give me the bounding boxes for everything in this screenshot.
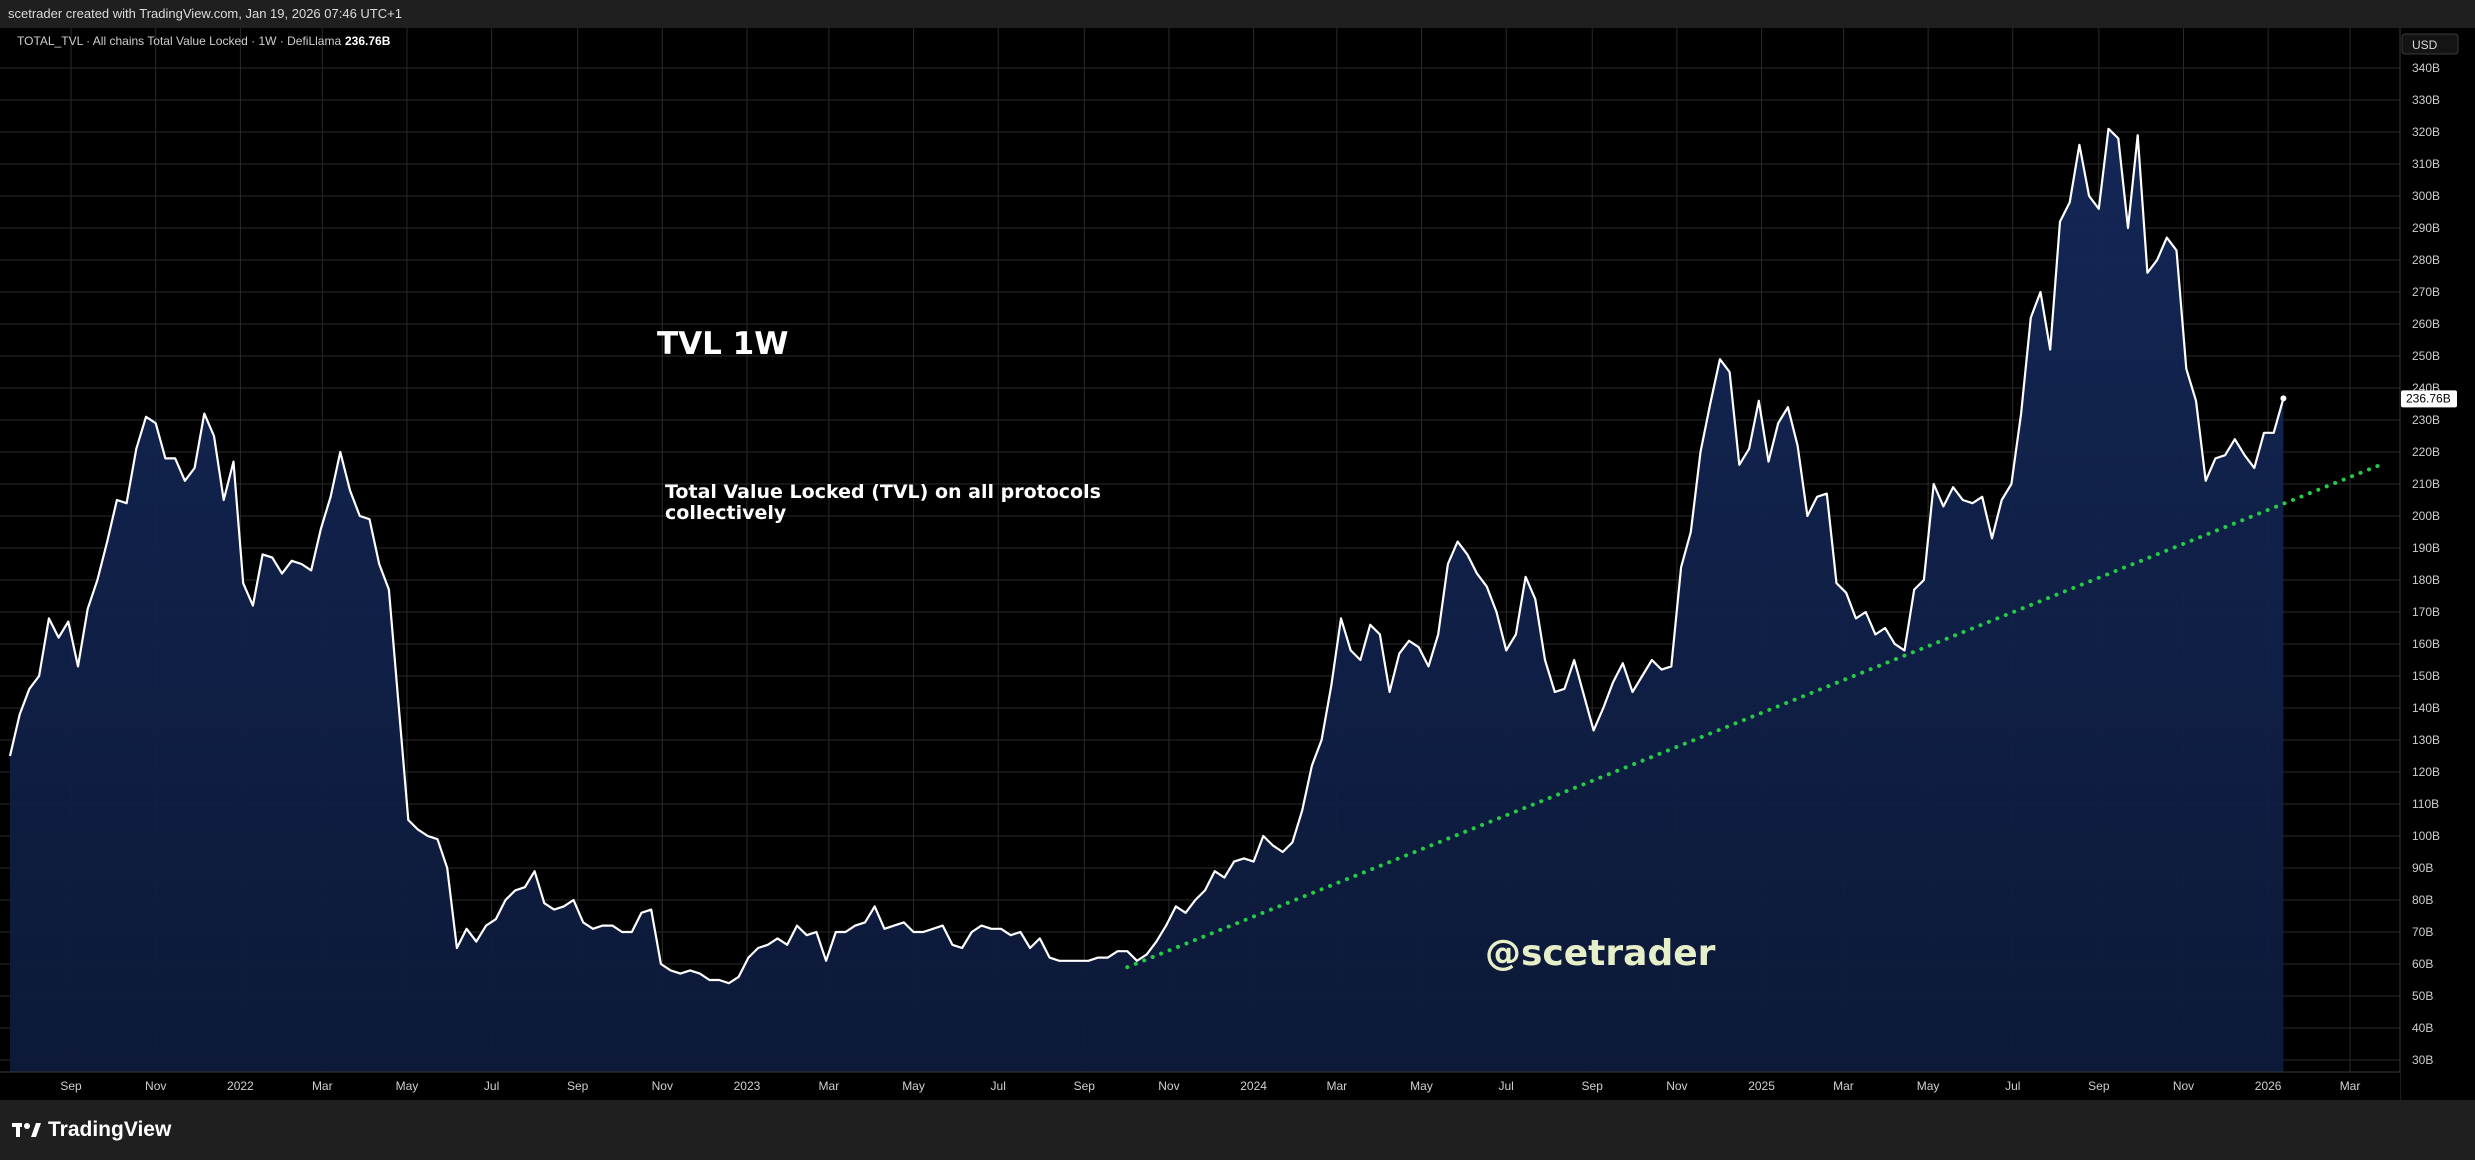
area-layer — [10, 128, 2284, 1073]
x-tick-label: May — [396, 1079, 419, 1093]
x-tick-label: Sep — [1582, 1079, 1604, 1093]
x-axis-panel[interactable] — [0, 1072, 2400, 1100]
y-tick-label: 340B — [2412, 61, 2440, 75]
y-tick-label: 300B — [2412, 189, 2440, 203]
last-price-tag: 236.76B — [2401, 390, 2457, 408]
x-tick-label: Nov — [2173, 1079, 2194, 1093]
x-tick-label: Mar — [312, 1079, 333, 1093]
y-tick-label: 330B — [2412, 93, 2440, 107]
x-tick-label: 2025 — [1748, 1079, 1775, 1093]
y-tick-label: 190B — [2412, 541, 2440, 555]
y-tick-label: 140B — [2412, 701, 2440, 715]
y-tick-label: 110B — [2412, 797, 2439, 811]
y-tick-label: 170B — [2412, 605, 2440, 619]
x-tick-label: 2024 — [1240, 1079, 1267, 1093]
y-tick-label: 320B — [2412, 125, 2440, 139]
y-tick-label: 180B — [2412, 573, 2440, 587]
legend-last-value: 236.76B — [345, 34, 391, 48]
x-axis-labels: Sep Nov 2022 Mar May Jul Sep Nov 2023 Mar May Jul Se… — [60, 1079, 2360, 1093]
x-tick-label: May — [1917, 1079, 1940, 1093]
y-tick-label: 60B — [2412, 957, 2433, 971]
x-tick-label: May — [902, 1079, 925, 1093]
x-tick-label: Mar — [1833, 1079, 1854, 1093]
bottom-bar: TradingView — [0, 1100, 2475, 1160]
y-tick-label: 130B — [2412, 733, 2440, 747]
y-tick-label: 200B — [2412, 509, 2440, 523]
y-tick-label: 90B — [2412, 861, 2433, 875]
y-tick-label: 100B — [2412, 829, 2440, 843]
y-tick-label: 210B — [2412, 477, 2440, 491]
annotation-note-line1: Total Value Locked (TVL) on all protocol… — [665, 481, 1101, 503]
x-tick-label: Sep — [1074, 1079, 1096, 1093]
y-tick-label: 220B — [2412, 445, 2440, 459]
x-tick-label: Mar — [819, 1079, 840, 1093]
x-tick-label: 2022 — [227, 1079, 254, 1093]
x-tick-label: Sep — [60, 1079, 82, 1093]
currency-button[interactable] — [2401, 33, 2459, 55]
y-tick-label: 30B — [2412, 1053, 2433, 1067]
top-bar: scetrader created with TradingView.com, … — [0, 0, 2475, 28]
tradingview-brand: TradingView — [48, 1118, 172, 1141]
y-tick-label: 260B — [2412, 317, 2440, 331]
annotation-note-line2: collectively — [665, 502, 787, 524]
x-tick-label: Nov — [145, 1079, 166, 1093]
last-price-tag-label: 236.76B — [2406, 391, 2451, 405]
y-axis-labels: 30B 40B 50B 60B 70B 80B 90B 100B 110B 120B 130B 140… — [2412, 61, 2440, 1067]
x-tick-label: Nov — [1666, 1079, 1687, 1093]
y-tick-label: 150B — [2412, 669, 2440, 683]
x-tick-label: 2023 — [734, 1079, 761, 1093]
x-tick-label: Mar — [1327, 1079, 1348, 1093]
tradingview-logo[interactable]: TradingView — [12, 1118, 171, 1142]
y-tick-label: 280B — [2412, 253, 2440, 267]
chart[interactable]: TOTAL_TVL · All chains Total Value Locke… — [0, 28, 2475, 1100]
tradingview-logo-icon — [12, 1123, 41, 1137]
y-tick-label: 120B — [2412, 765, 2440, 779]
y-tick-label: 80B — [2412, 893, 2433, 907]
x-tick-label: May — [1410, 1079, 1433, 1093]
created-by-label: scetrader created with TradingView.com, … — [8, 6, 402, 21]
y-tick-label: 160B — [2412, 637, 2440, 651]
trendline[interactable] — [1125, 462, 2383, 970]
currency-button-label: USD — [2412, 38, 2438, 52]
y-tick-label: 40B — [2412, 1021, 2433, 1035]
x-tick-label: Nov — [652, 1079, 673, 1093]
y-tick-label: 310B — [2412, 157, 2440, 171]
y-tick-label: 270B — [2412, 285, 2440, 299]
series-line-layer — [8, 127, 2287, 985]
series-line — [8, 127, 2285, 985]
series-last-point — [2280, 395, 2287, 402]
trendline-line[interactable] — [1125, 462, 2383, 970]
y-tick-label: 230B — [2412, 413, 2440, 427]
x-tick-label: Jul — [484, 1079, 499, 1093]
x-tick-label: Sep — [2088, 1079, 2110, 1093]
x-tick-label: Jul — [1499, 1079, 1514, 1093]
legend-symbol-info: TOTAL_TVL · All chains Total Value Locke… — [17, 34, 341, 48]
x-tick-label: 2026 — [2255, 1079, 2282, 1093]
x-tick-label: Jul — [991, 1079, 1006, 1093]
y-tick-label: 290B — [2412, 221, 2440, 235]
x-tick-label: Nov — [1158, 1079, 1179, 1093]
y-axis-panel[interactable] — [2400, 28, 2475, 1100]
watermark: @scetrader — [1485, 933, 1716, 974]
y-tick-label: 250B — [2412, 349, 2440, 363]
annotation-title: TVL 1W — [657, 326, 788, 362]
x-tick-label: Mar — [2340, 1079, 2361, 1093]
y-tick-label: 70B — [2412, 925, 2433, 939]
x-tick-label: Jul — [2005, 1079, 2020, 1093]
series-area — [10, 128, 2284, 1073]
y-tick-label: 50B — [2412, 989, 2433, 1003]
x-tick-label: Sep — [567, 1079, 589, 1093]
